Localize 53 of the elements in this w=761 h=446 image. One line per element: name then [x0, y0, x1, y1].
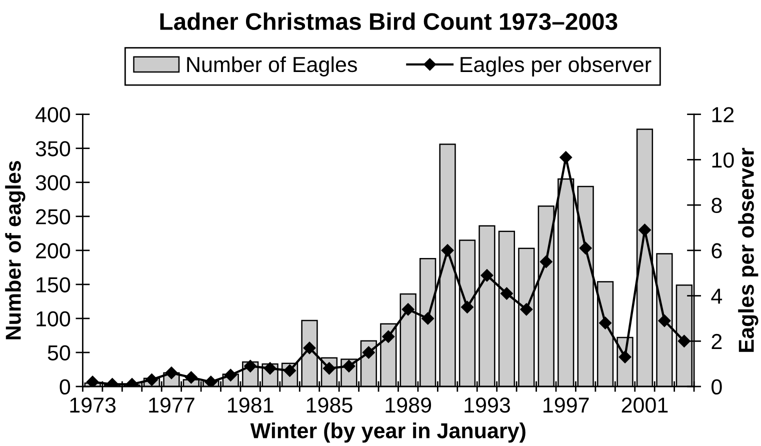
y2-tick-label: 10 — [712, 152, 734, 168]
point — [224, 368, 237, 382]
y-tick-label: 100 — [36, 311, 70, 326]
x-tick-label: 1989 — [386, 397, 432, 413]
y2-tick-label: 4 — [711, 288, 722, 304]
point — [146, 374, 158, 386]
point — [303, 342, 316, 354]
y-axis-title: Number of eagles — [5, 160, 26, 340]
point — [579, 242, 592, 254]
point — [540, 256, 552, 268]
x-tick-label: 1981 — [228, 397, 274, 413]
y-tick-label: 0 — [60, 379, 70, 395]
x-tick-label: 1977 — [149, 397, 194, 413]
point — [244, 360, 257, 372]
point — [204, 376, 218, 387]
y-tick-label: 350 — [36, 141, 70, 156]
chart-title: Ladner Christmas Bird Count 1973–2003 — [160, 12, 618, 30]
x-tick-label: 1993 — [464, 397, 510, 413]
point — [382, 330, 395, 343]
point — [362, 346, 375, 359]
point — [500, 287, 513, 300]
y2-tick-label: 0 — [712, 379, 722, 395]
y2-tick-label: 8 — [712, 198, 722, 214]
x-tick-label: 1973 — [70, 397, 116, 413]
point — [658, 314, 671, 327]
x-tick-label: 2001 — [622, 397, 668, 413]
y-tick-label: 50 — [48, 345, 70, 360]
point — [422, 312, 434, 325]
point — [441, 244, 454, 257]
x-tick-label: 1985 — [306, 397, 352, 413]
y-tick-label: 250 — [36, 209, 70, 224]
point — [520, 303, 533, 316]
point — [86, 376, 99, 387]
y2-axis-title: Eagles per observer — [738, 148, 758, 352]
x-tick-label: 1997 — [544, 397, 589, 413]
y-tick-label: 200 — [36, 243, 70, 258]
y-tick-label: 150 — [36, 277, 70, 292]
point — [638, 224, 651, 236]
point — [560, 151, 572, 164]
y2-tick-label: 12 — [712, 107, 734, 122]
y-tick-label: 300 — [36, 175, 70, 190]
point — [461, 300, 474, 314]
y2-tick-label: 2 — [712, 334, 722, 349]
legend-label: Eagles per observer — [460, 56, 652, 76]
point — [480, 269, 494, 282]
x-axis-title: Winter (by year in January) — [250, 422, 526, 443]
y2-tick-label: 6 — [712, 243, 722, 258]
point — [402, 303, 414, 316]
y-tick-label: 400 — [35, 107, 70, 122]
point — [184, 371, 198, 384]
legend-label: Number of Eagles — [187, 56, 357, 76]
point — [599, 316, 612, 330]
point — [678, 334, 690, 348]
